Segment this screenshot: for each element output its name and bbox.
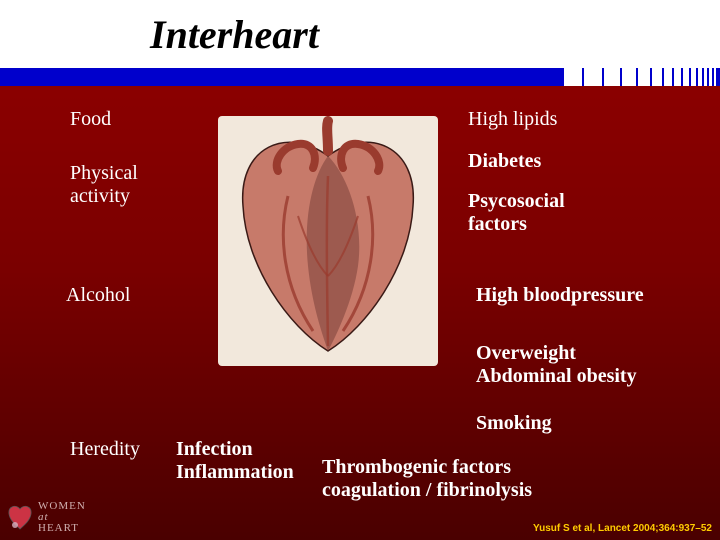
label-psycosocial: Psycosocialfactors bbox=[468, 190, 565, 236]
label-alcohol: Alcohol bbox=[66, 284, 130, 307]
heart-illustration bbox=[218, 116, 438, 366]
decorative-stripe bbox=[0, 68, 720, 86]
logo-womenheart: WOMEN at HEART bbox=[6, 500, 116, 534]
label-thrombogenic: Thrombogenic factorscoagulation / fibrin… bbox=[322, 456, 532, 502]
page-title: Interheart bbox=[150, 11, 319, 58]
citation: Yusuf S et al, Lancet 2004;364:937–52 bbox=[533, 523, 712, 534]
logo-at: at bbox=[38, 512, 86, 523]
logo-line2: HEART bbox=[38, 523, 86, 534]
logo-text: WOMEN at HEART bbox=[38, 501, 86, 534]
label-overweight: OverweightAbdominal obesity bbox=[476, 342, 637, 388]
label-heredity: Heredity bbox=[70, 438, 140, 461]
label-smoking: Smoking bbox=[476, 412, 552, 435]
diagram-area: Food Physicalactivity Alcohol Heredity I… bbox=[0, 86, 720, 540]
label-food: Food bbox=[70, 108, 111, 131]
label-high-bloodpressure: High bloodpressure bbox=[476, 284, 644, 307]
label-high-lipids: High lipids bbox=[468, 108, 557, 131]
label-diabetes: Diabetes bbox=[468, 150, 541, 173]
logo-line1: WOMEN bbox=[38, 501, 86, 512]
label-infection: InfectionInflammation bbox=[176, 438, 294, 484]
label-physical-activity: Physicalactivity bbox=[70, 162, 138, 208]
logo-heart-icon bbox=[6, 503, 34, 531]
